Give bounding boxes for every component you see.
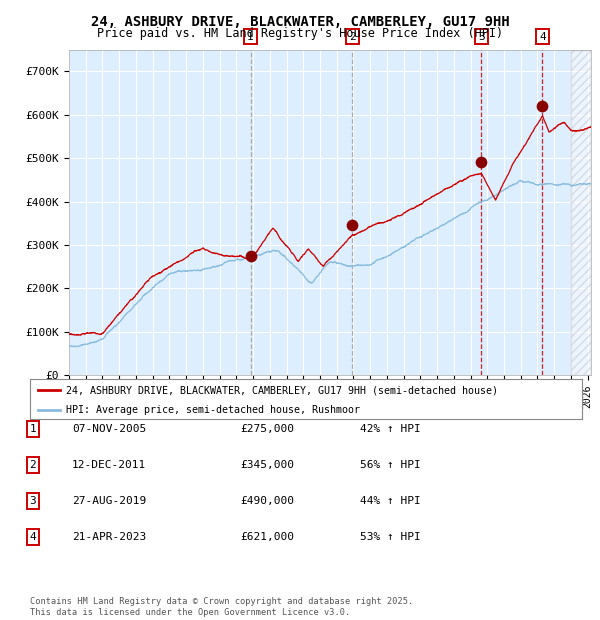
Text: £275,000: £275,000	[240, 424, 294, 434]
Text: 4: 4	[539, 32, 546, 42]
Text: 56% ↑ HPI: 56% ↑ HPI	[360, 460, 421, 470]
Text: 1: 1	[29, 424, 37, 434]
Text: Contains HM Land Registry data © Crown copyright and database right 2025.
This d: Contains HM Land Registry data © Crown c…	[30, 598, 413, 617]
Text: 1: 1	[247, 32, 254, 42]
Point	[476, 157, 486, 167]
Text: HPI: Average price, semi-detached house, Rushmoor: HPI: Average price, semi-detached house,…	[66, 405, 360, 415]
Text: £490,000: £490,000	[240, 496, 294, 506]
Text: 07-NOV-2005: 07-NOV-2005	[72, 424, 146, 434]
Text: 24, ASHBURY DRIVE, BLACKWATER, CAMBERLEY, GU17 9HH: 24, ASHBURY DRIVE, BLACKWATER, CAMBERLEY…	[91, 16, 509, 30]
Text: 2: 2	[349, 32, 356, 42]
Point	[347, 221, 357, 231]
Text: 3: 3	[478, 32, 485, 42]
Text: 4: 4	[29, 532, 37, 542]
Text: 24, ASHBURY DRIVE, BLACKWATER, CAMBERLEY, GU17 9HH (semi-detached house): 24, ASHBURY DRIVE, BLACKWATER, CAMBERLEY…	[66, 386, 498, 396]
Point	[246, 250, 256, 260]
Text: 53% ↑ HPI: 53% ↑ HPI	[360, 532, 421, 542]
Text: 21-APR-2023: 21-APR-2023	[72, 532, 146, 542]
Text: 44% ↑ HPI: 44% ↑ HPI	[360, 496, 421, 506]
Text: £345,000: £345,000	[240, 460, 294, 470]
Bar	[571, 50, 591, 375]
Text: Price paid vs. HM Land Registry's House Price Index (HPI): Price paid vs. HM Land Registry's House …	[97, 27, 503, 40]
Text: 2: 2	[29, 460, 37, 470]
Text: 27-AUG-2019: 27-AUG-2019	[72, 496, 146, 506]
Point	[538, 100, 547, 110]
Text: 42% ↑ HPI: 42% ↑ HPI	[360, 424, 421, 434]
Text: 12-DEC-2011: 12-DEC-2011	[72, 460, 146, 470]
Text: 3: 3	[29, 496, 37, 506]
Text: £621,000: £621,000	[240, 532, 294, 542]
